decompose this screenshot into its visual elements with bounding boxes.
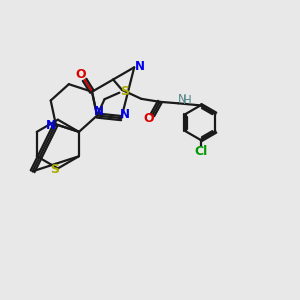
Text: S: S bbox=[121, 85, 130, 98]
Text: O: O bbox=[76, 68, 86, 81]
Text: N: N bbox=[45, 119, 56, 132]
Text: O: O bbox=[143, 112, 154, 125]
Text: N: N bbox=[120, 108, 130, 121]
Text: S: S bbox=[50, 163, 59, 176]
Text: N: N bbox=[94, 106, 103, 118]
Text: Cl: Cl bbox=[194, 145, 207, 158]
Text: H: H bbox=[183, 94, 191, 107]
Text: N: N bbox=[177, 93, 186, 106]
Text: N: N bbox=[135, 60, 145, 73]
